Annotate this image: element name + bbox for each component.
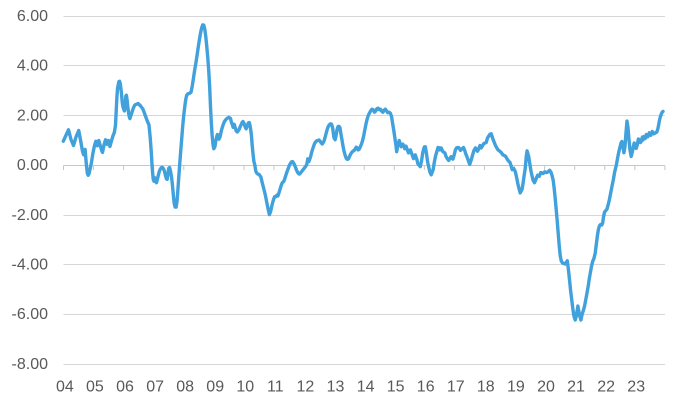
svg-text:13: 13 <box>327 378 345 395</box>
svg-text:-4.00: -4.00 <box>12 257 49 274</box>
svg-text:4.00: 4.00 <box>17 58 48 75</box>
svg-text:20: 20 <box>537 378 555 395</box>
svg-text:12: 12 <box>297 378 315 395</box>
svg-text:18: 18 <box>477 378 495 395</box>
svg-text:14: 14 <box>357 378 375 395</box>
svg-text:21: 21 <box>567 378 585 395</box>
svg-text:22: 22 <box>597 378 615 395</box>
svg-text:05: 05 <box>86 378 104 395</box>
svg-text:-2.00: -2.00 <box>12 207 49 224</box>
svg-text:23: 23 <box>627 378 645 395</box>
svg-text:06: 06 <box>116 378 134 395</box>
svg-text:6.00: 6.00 <box>17 8 48 25</box>
svg-text:19: 19 <box>507 378 525 395</box>
svg-text:0.00: 0.00 <box>17 157 48 174</box>
svg-text:11: 11 <box>267 378 284 395</box>
svg-text:16: 16 <box>417 378 435 395</box>
svg-text:15: 15 <box>387 378 405 395</box>
svg-text:-6.00: -6.00 <box>12 306 49 323</box>
svg-text:09: 09 <box>206 378 224 395</box>
svg-text:10: 10 <box>236 378 254 395</box>
svg-text:17: 17 <box>447 378 465 395</box>
svg-text:08: 08 <box>176 378 194 395</box>
svg-text:-8.00: -8.00 <box>12 356 49 373</box>
svg-text:04: 04 <box>56 378 74 395</box>
svg-text:2.00: 2.00 <box>17 107 48 124</box>
svg-text:07: 07 <box>146 378 164 395</box>
